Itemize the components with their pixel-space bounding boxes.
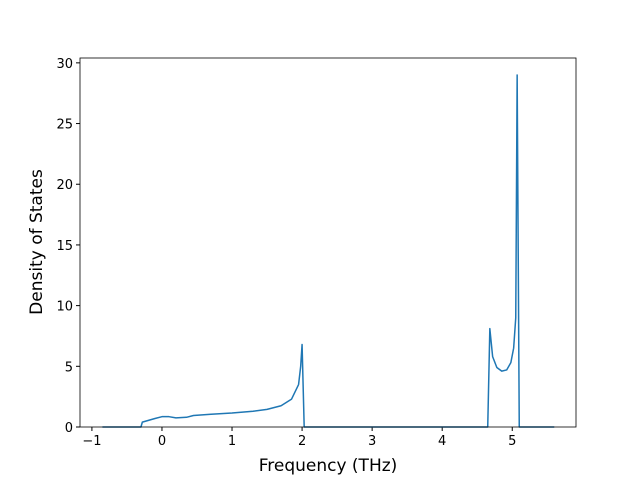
- line-series: [102, 74, 555, 428]
- x-axis-label: Frequency (THz): [259, 456, 398, 476]
- y-tick-label: 20: [56, 178, 73, 193]
- x-tick-label: 2: [298, 434, 306, 449]
- x-tick-label: 4: [438, 434, 446, 449]
- y-tick-label: 10: [56, 300, 73, 315]
- x-tick-label: 0: [158, 434, 166, 449]
- plot-frame: [79, 57, 577, 428]
- x-tick-label: 5: [508, 434, 516, 449]
- y-tick-label: 15: [56, 239, 73, 254]
- y-tick-label: 0: [65, 421, 73, 436]
- y-axis-label: Density of States: [27, 169, 47, 315]
- y-tick-label: 5: [65, 360, 73, 375]
- x-tick-label: 3: [368, 434, 376, 449]
- x-tick-label: 1: [228, 434, 236, 449]
- y-tick-label: 30: [56, 57, 73, 72]
- y-tick-label: 25: [56, 118, 73, 133]
- x-tick-label: −1: [82, 434, 101, 449]
